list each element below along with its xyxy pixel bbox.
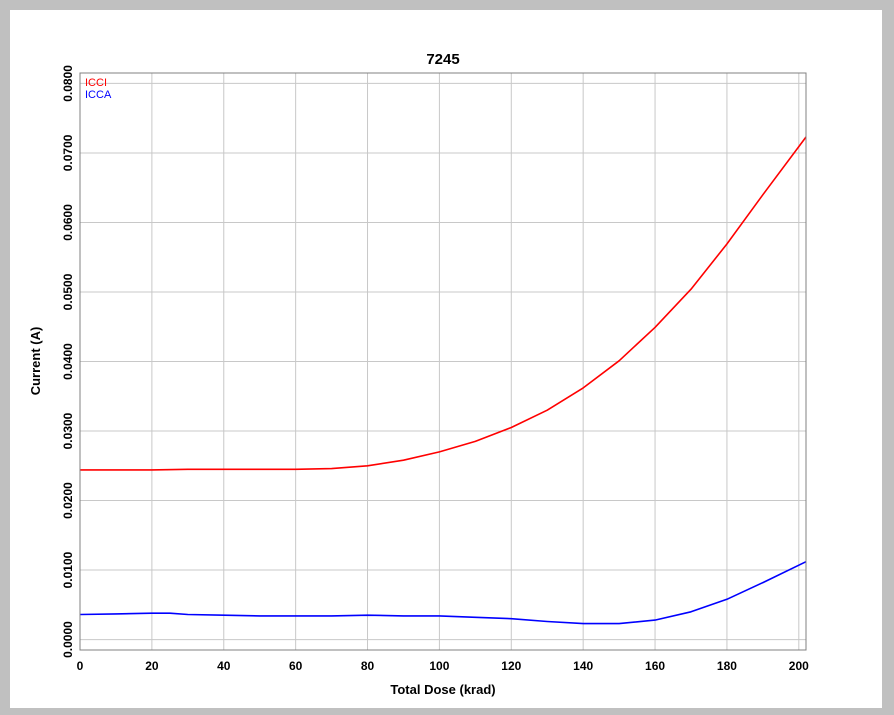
x-tick-label: 180	[717, 659, 737, 673]
series-lines	[79, 136, 807, 625]
y-tick-label: 0.0200	[61, 482, 75, 519]
x-tick-label: 120	[501, 659, 521, 673]
series-line-icci	[80, 136, 807, 471]
legend-entry-icca: ICCA	[85, 89, 112, 101]
y-tick-label: 0.0000	[61, 621, 75, 658]
x-tick-label: 20	[145, 659, 159, 673]
y-tick-label: 0.0700	[61, 134, 75, 171]
y-axis-ticks: 0.0000 0.0100 0.0200 0.0300 0.0400 0.0500 0.06…	[61, 65, 75, 658]
x-tick-label: 140	[573, 659, 593, 673]
y-tick-label: 0.0600	[61, 204, 75, 241]
x-axis-title: Total Dose (krad)	[390, 682, 495, 697]
grid-lines	[79, 73, 806, 650]
y-tick-label: 0.0800	[61, 65, 75, 102]
x-tick-label: 200	[789, 659, 809, 673]
y-tick-label: 0.0400	[61, 343, 75, 380]
y-tick-label: 0.0500	[61, 273, 75, 310]
y-tick-label: 0.0100	[61, 551, 75, 588]
y-axis-title: Current (A)	[28, 327, 43, 396]
x-tick-label: 160	[645, 659, 665, 673]
x-axis-ticks: 0 20 40 60 80 100 120 140 160 180 200	[77, 659, 809, 673]
chart-title: 7245	[426, 51, 459, 68]
plot-border	[79, 72, 807, 651]
x-tick-label: 40	[217, 659, 231, 673]
x-tick-label: 0	[77, 659, 84, 673]
legend-entry-icci: ICCI	[85, 77, 107, 89]
series-line-icca	[79, 560, 807, 625]
line-chart: 0 20 40 60 80 100 120 140 160 180 200 0.0000 0.0100…	[28, 51, 809, 697]
y-tick-label: 0.0300	[61, 412, 75, 449]
x-tick-label: 80	[361, 659, 375, 673]
x-tick-label: 100	[429, 659, 449, 673]
x-tick-label: 60	[289, 659, 303, 673]
chart-panel: 0 20 40 60 80 100 120 140 160 180 200 0.0000 0.0100…	[10, 10, 882, 708]
